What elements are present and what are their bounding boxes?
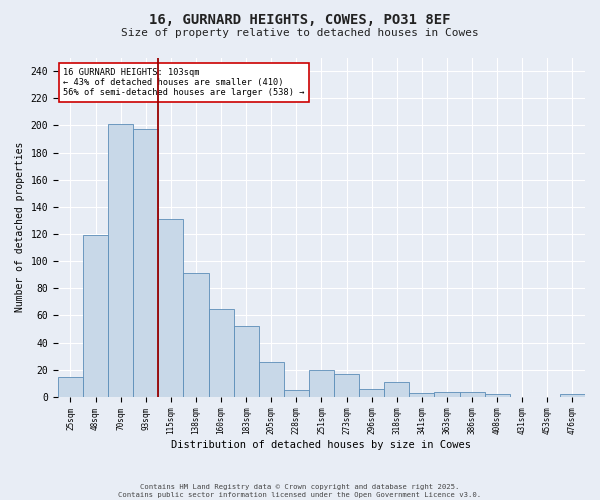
- Bar: [108, 124, 133, 397]
- Bar: [560, 394, 585, 397]
- Bar: [384, 382, 409, 397]
- Bar: [209, 308, 233, 397]
- Text: 16, GURNARD HEIGHTS, COWES, PO31 8EF: 16, GURNARD HEIGHTS, COWES, PO31 8EF: [149, 12, 451, 26]
- Bar: [460, 392, 485, 397]
- Bar: [158, 219, 184, 397]
- Bar: [309, 370, 334, 397]
- Bar: [284, 390, 309, 397]
- Text: Size of property relative to detached houses in Cowes: Size of property relative to detached ho…: [121, 28, 479, 38]
- Bar: [133, 130, 158, 397]
- Text: 16 GURNARD HEIGHTS: 103sqm
← 43% of detached houses are smaller (410)
56% of sem: 16 GURNARD HEIGHTS: 103sqm ← 43% of deta…: [63, 68, 305, 98]
- Y-axis label: Number of detached properties: Number of detached properties: [15, 142, 25, 312]
- Bar: [485, 394, 510, 397]
- Text: Contains HM Land Registry data © Crown copyright and database right 2025.
Contai: Contains HM Land Registry data © Crown c…: [118, 484, 482, 498]
- Bar: [359, 389, 384, 397]
- Bar: [434, 392, 460, 397]
- Bar: [83, 236, 108, 397]
- Bar: [334, 374, 359, 397]
- Bar: [409, 393, 434, 397]
- Bar: [233, 326, 259, 397]
- Bar: [259, 362, 284, 397]
- X-axis label: Distribution of detached houses by size in Cowes: Distribution of detached houses by size …: [172, 440, 472, 450]
- Bar: [184, 274, 209, 397]
- Bar: [58, 376, 83, 397]
